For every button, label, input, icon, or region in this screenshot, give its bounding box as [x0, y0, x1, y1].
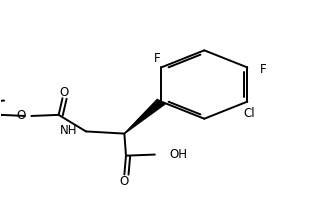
Text: O: O [120, 175, 129, 188]
Polygon shape [124, 99, 165, 134]
Text: NH: NH [60, 124, 77, 137]
Text: Cl: Cl [243, 107, 255, 120]
Text: O: O [16, 109, 26, 123]
Text: F: F [154, 52, 161, 65]
Text: O: O [60, 86, 69, 99]
Text: OH: OH [169, 148, 187, 161]
Text: F: F [260, 63, 267, 76]
